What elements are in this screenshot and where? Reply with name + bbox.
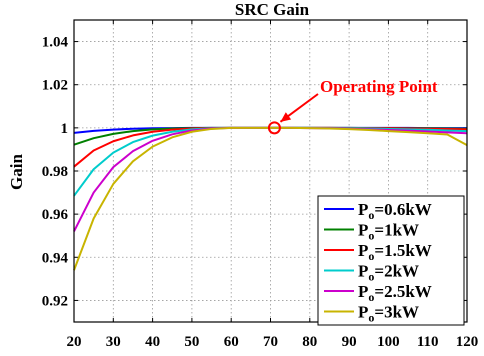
operating-point-marker xyxy=(267,121,281,135)
x-tick-label: 20 xyxy=(67,334,82,350)
x-tick-label: 30 xyxy=(106,334,121,350)
x-tick-label: 40 xyxy=(145,334,160,350)
chart-title: SRC Gain xyxy=(235,0,310,19)
x-tick-label: 100 xyxy=(377,334,400,350)
legend-label-0: Po=0.6kW xyxy=(358,200,432,222)
legend-label-3: Po=2kW xyxy=(358,262,419,284)
plot-area xyxy=(73,19,468,323)
y-tick-label: 0.94 xyxy=(42,250,69,266)
x-tick-label: 80 xyxy=(302,334,317,350)
y-tick-label: 0.96 xyxy=(42,207,69,223)
annotation-label: Operating Point xyxy=(320,77,438,96)
x-tick-label: 90 xyxy=(342,334,357,350)
y-tick-label: 0.92 xyxy=(42,293,68,309)
y-tick-label: 1.02 xyxy=(42,78,68,94)
y-tick-label: 0.98 xyxy=(42,164,68,180)
series-line-5 xyxy=(73,126,468,271)
x-tick-label: 70 xyxy=(263,334,278,350)
y-axis-label: Gain xyxy=(7,154,26,190)
x-tick-label: 50 xyxy=(184,334,199,350)
annotation-arrow-head xyxy=(280,112,292,122)
legend-label-2: Po=1.5kW xyxy=(358,241,432,263)
legend-label-4: Po=2.5kW xyxy=(358,282,432,304)
x-tick-label: 110 xyxy=(417,334,439,350)
legend-label-1: Po=1kW xyxy=(358,221,419,243)
x-tick-label: 60 xyxy=(224,334,239,350)
series-lines xyxy=(73,126,468,271)
axis-ticks: 20 30 40 50 60 70 80 90 100 110 120 0.92 0.94 0.96 0.9… xyxy=(42,20,479,350)
y-tick-label: 1 xyxy=(61,121,69,137)
x-tick-label: 120 xyxy=(456,334,479,350)
operating-point-annotation: Operating Point xyxy=(267,77,438,135)
legend-box xyxy=(317,195,465,326)
y-tick-label: 1.04 xyxy=(42,35,69,51)
legend-label-5: Po=3kW xyxy=(358,303,419,325)
legend: Po=0.6kWPo=1kWPo=1.5kWPo=2kWPo=2.5kWPo=3… xyxy=(317,195,465,326)
